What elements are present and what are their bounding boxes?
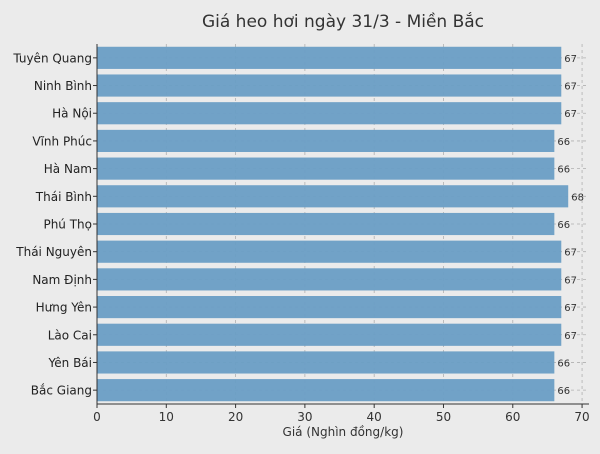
bar-value-label: 67 bbox=[564, 82, 577, 93]
x-tick-label: 20 bbox=[228, 410, 243, 424]
bar bbox=[97, 157, 555, 180]
bar bbox=[97, 102, 562, 125]
bar bbox=[97, 74, 562, 97]
bar-value-label: 67 bbox=[564, 109, 577, 120]
bar-value-label: 67 bbox=[564, 331, 577, 342]
bar-value-label: 66 bbox=[557, 165, 570, 176]
bars-group bbox=[97, 46, 569, 402]
y-tick-label: Phú Thọ bbox=[43, 218, 92, 232]
bar bbox=[97, 379, 555, 402]
y-tick-label: Ninh Bình bbox=[34, 79, 92, 93]
bar bbox=[97, 185, 569, 208]
bar-value-label: 66 bbox=[557, 386, 570, 397]
y-tick-labels-group: Tuyên Quang Ninh Bình Hà Nội Vĩnh Phúc Hà Na… bbox=[12, 51, 92, 397]
x-tick-label: 40 bbox=[367, 410, 382, 424]
y-tick-label: Hưng Yên bbox=[36, 301, 92, 315]
bar-value-label: 67 bbox=[564, 275, 577, 286]
y-tick-label: Yên Bái bbox=[48, 356, 92, 370]
chart-title: Giá heo hơi ngày 31/3 - Miền Bắc bbox=[202, 11, 484, 32]
bar bbox=[97, 212, 555, 236]
y-tick-label: Thái Bình bbox=[35, 190, 92, 204]
bar bbox=[97, 351, 555, 374]
bar-value-label: 66 bbox=[557, 137, 570, 148]
y-tick-label: Hà Nam bbox=[44, 162, 92, 176]
bar bbox=[97, 240, 562, 263]
bar-value-label: 67 bbox=[564, 248, 577, 259]
y-tick-label: Bắc Giang bbox=[31, 384, 92, 398]
x-tick-label: 70 bbox=[574, 410, 589, 424]
bar-value-label: 67 bbox=[564, 54, 577, 65]
bar-value-label: 68 bbox=[571, 192, 584, 203]
y-tick-label: Lào Cai bbox=[48, 328, 92, 342]
y-tick-label: Thái Nguyên bbox=[15, 245, 92, 259]
y-tick-label: Vĩnh Phúc bbox=[32, 134, 92, 148]
y-tick-label: Hà Nội bbox=[52, 107, 92, 121]
y-tick-label: Nam Định bbox=[32, 273, 92, 287]
bar bbox=[97, 323, 562, 346]
x-tick-label: 50 bbox=[436, 410, 451, 424]
bar bbox=[97, 268, 562, 291]
x-tick-label: 0 bbox=[93, 410, 101, 424]
data-labels-group: 67 67 67 66 66 68 66 67 67 67 67 66 66 bbox=[557, 54, 584, 397]
bar bbox=[97, 129, 555, 152]
bar bbox=[97, 46, 562, 69]
bar-value-label: 66 bbox=[557, 220, 570, 231]
x-tick-labels-group: 0 10 20 30 40 50 60 70 bbox=[93, 410, 590, 424]
x-tick-label: 60 bbox=[505, 410, 520, 424]
x-axis-label: Giá (Nghìn đồng/kg) bbox=[283, 425, 404, 439]
bar-value-label: 67 bbox=[564, 303, 577, 314]
y-tick-label: Tuyên Quang bbox=[12, 51, 92, 65]
x-tick-label: 30 bbox=[297, 410, 312, 424]
bar-value-label: 66 bbox=[557, 358, 570, 369]
x-tick-label: 10 bbox=[159, 410, 174, 424]
axes-group bbox=[93, 44, 589, 408]
bar bbox=[97, 296, 562, 319]
